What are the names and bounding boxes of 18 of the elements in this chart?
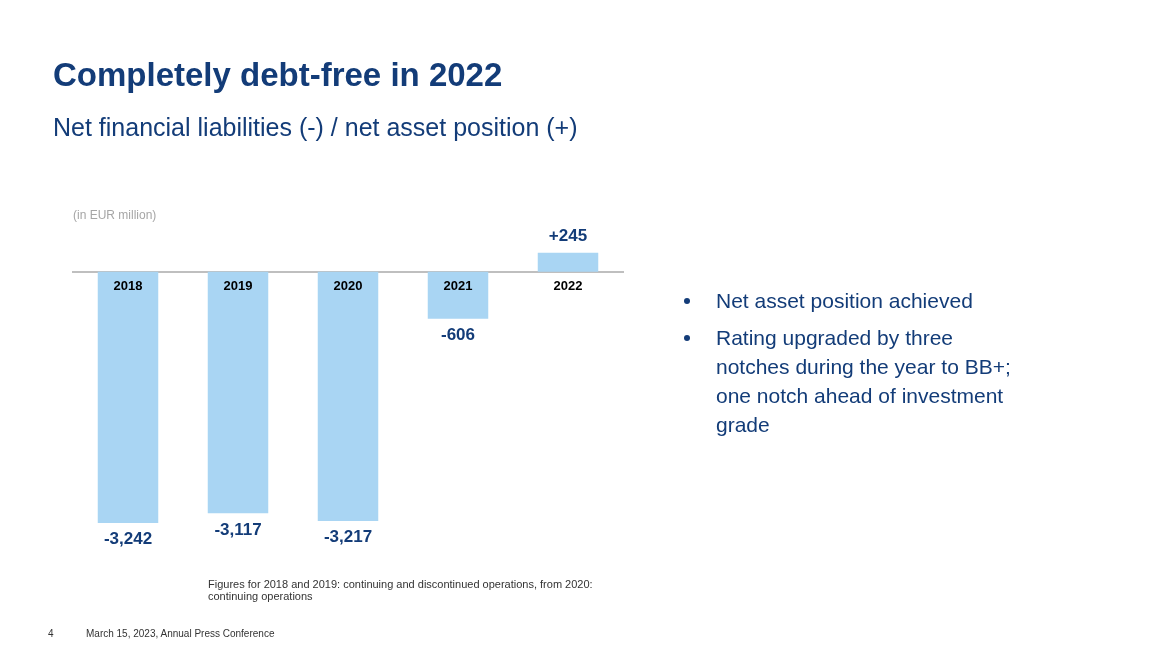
text: Rating upgraded by three notches during the year to BB+; one notch ahead of investment grade [716, 325, 1012, 438]
data-label: -3,217 [323, 527, 373, 547]
x-tick-label: 2020 [333, 277, 363, 293]
x-tick-label: 2018 [113, 277, 143, 293]
text: March 15, 2023, Annual Press Conference [86, 628, 275, 639]
data-label: -3,117 [214, 519, 262, 539]
text: Net asset position achieved [716, 288, 974, 314]
y-axis-title: (in EUR million) [73, 208, 157, 222]
data-label: -606 [440, 324, 476, 344]
data-label: +245 [548, 225, 588, 245]
text: Figures for 2018 and 2019: continuing and discontinued operations, from 2020: continuing operations [208, 578, 594, 602]
text: 4 [48, 628, 54, 639]
x-tick-label: 2019 [223, 277, 253, 293]
x-tick-label: 2022 [553, 277, 583, 293]
x-tick-label: 2021 [443, 277, 473, 293]
data-label: -3,242 [103, 529, 153, 549]
chart-subtitle: Net financial liabilities (-) / net asset position (+) [53, 113, 578, 142]
chart-title: Completely debt-free in 2022 [53, 56, 503, 94]
